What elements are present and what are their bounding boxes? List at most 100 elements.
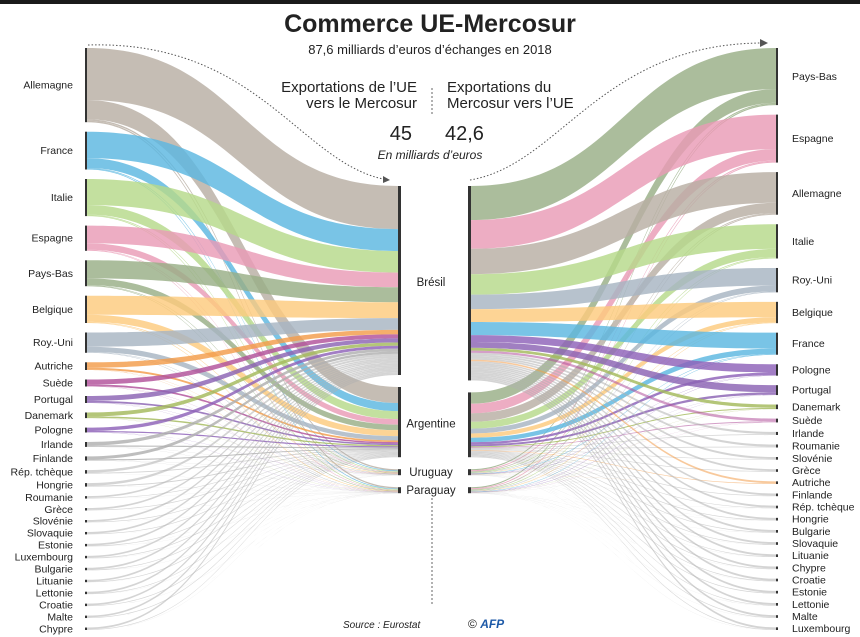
mc-node-lituanie [776, 554, 778, 558]
eu-flow-luxembourg-uruguay [87, 474, 398, 559]
eu-flow-allemagne-bresil [87, 48, 398, 230]
mc-node-finlande [776, 493, 778, 497]
mc-label-france: France [792, 338, 825, 350]
eu-flow-irlande-bresil [87, 348, 398, 446]
mc-flow-slovaquie-argentine [471, 452, 776, 545]
eu-label-irlande: Irlande [41, 439, 73, 451]
mc-node-grece [776, 469, 778, 472]
mc-node-slovaquie [776, 542, 778, 545]
mercosur-label-bresil: Brésil [417, 277, 446, 289]
mc-flow-allemagne-bresil [471, 172, 776, 275]
mc-flow-estonie-argentine [471, 455, 776, 594]
eu-label-portugal: Portugal [34, 394, 73, 406]
mc-flow-croatie-bresil [471, 372, 776, 581]
mercosur-exports-heading-line2: Mercosur vers l’UE [447, 95, 574, 112]
unit-label: En milliards d’euros [377, 148, 483, 162]
eu-label-suede: Suède [43, 378, 74, 390]
mc-flow-luxembourg-uruguay [471, 475, 776, 630]
eu-label-pologne: Pologne [34, 425, 73, 437]
eu-node-slovenie [85, 520, 87, 523]
eu-flow-estonie-uruguay [87, 474, 398, 547]
eu-flow-pologne-paraguay [87, 432, 398, 493]
mc-flow-finlande-uruguay [471, 474, 776, 497]
eu-flow-slovenie-bresil [87, 360, 398, 522]
mc-label-malte: Malte [792, 611, 818, 623]
mercosur-node-right-argentine [468, 392, 471, 458]
eu-flow-slovenie-paraguay [87, 492, 398, 523]
eu-flow-portugal-argentine [87, 400, 398, 446]
eu-flow-malte-uruguay [87, 475, 398, 619]
mc-flow-france-paraguay [471, 354, 776, 492]
eu-flow-lettonie-uruguay [87, 475, 398, 595]
mc-node-espagne [776, 114, 778, 163]
mc-label-espagne: Espagne [792, 133, 834, 145]
mc-flow-pologne-bresil [471, 335, 776, 373]
mc-flow-bulgarie-paraguay [471, 492, 776, 533]
eu-label-slovenie: Slovénie [33, 516, 73, 528]
eu-node-rep-tcheque [85, 470, 87, 474]
eu-flow-pays-bas-argentine [87, 278, 398, 431]
eu-flow-roy-uni-bresil [87, 318, 398, 347]
eu-label-allemagne: Allemagne [23, 80, 73, 92]
eu-flow-bulgarie-paraguay [87, 492, 398, 571]
chart-subtitle: 87,6 milliards d’euros d’échanges en 201… [308, 42, 552, 57]
eu-flow-portugal-bresil [87, 338, 398, 401]
eu-label-croatie: Croatie [39, 599, 73, 611]
mc-label-portugal: Portugal [792, 385, 831, 397]
mc-label-suede: Suède [792, 415, 823, 427]
eu-flow-luxembourg-bresil [87, 365, 398, 558]
eu-flow-pologne-uruguay [87, 432, 398, 475]
mc-label-roy-uni: Roy.-Uni [792, 275, 832, 287]
eu-label-italie: Italie [51, 192, 73, 204]
eu-flow-malte-bresil [87, 372, 398, 618]
chart-title: Commerce UE-Mercosur [284, 10, 576, 38]
eu-flow-hongrie-bresil [87, 355, 398, 486]
mc-label-pologne: Pologne [792, 364, 831, 376]
mc-node-chypre [776, 566, 778, 570]
eu-flow-estonie-bresil [87, 363, 398, 546]
mc-flow-portugal-paraguay [471, 394, 776, 493]
eu-flow-lituanie-bresil [87, 367, 398, 582]
eu-node-pays-bas [85, 260, 87, 287]
eu-label-estonie: Estonie [38, 540, 73, 552]
mc-flow-croatie-argentine [471, 454, 776, 582]
eu-node-irlande [85, 442, 87, 447]
eu-flow-belgique-argentine [87, 314, 398, 437]
eu-node-luxembourg [85, 555, 87, 559]
mc-node-estonie [776, 590, 778, 594]
eu-label-danemark: Danemark [25, 410, 74, 422]
eu-flow-autriche-uruguay [87, 369, 398, 474]
mc-flow-grece-paraguay [471, 471, 776, 493]
eu-flow-bulgarie-argentine [87, 454, 398, 571]
mc-label-belgique: Belgique [792, 307, 833, 319]
mc-node-portugal [776, 385, 778, 396]
eu-flow-autriche-bresil [87, 329, 398, 368]
eu-flow-finlande-bresil [87, 351, 398, 460]
mc-label-pays-bas: Pays-Bas [792, 71, 837, 83]
mc-flow-espagne-bresil [471, 114, 776, 249]
mc-node-pays-bas [776, 48, 778, 106]
mc-flow-hongrie-argentine [471, 451, 776, 521]
eu-node-roy-uni [85, 332, 87, 353]
eu-label-slovaquie: Slovaquie [27, 528, 73, 540]
mc-node-belgique [776, 301, 778, 324]
mc-flow-luxembourg-argentine [471, 456, 776, 630]
eu-flow-roumanie-paraguay [87, 492, 398, 499]
eu-node-roumanie [85, 496, 87, 499]
eu-label-bulgarie: Bulgarie [34, 564, 73, 576]
mc-node-malte [776, 615, 778, 618]
mc-node-danemark [776, 404, 778, 410]
eu-node-lettonie [85, 591, 87, 595]
eu-label-espagne: Espagne [32, 233, 74, 245]
eu-node-croatie [85, 603, 87, 607]
eu-flow-belgique-bresil [87, 295, 398, 319]
eu-flow-france-bresil [87, 131, 398, 252]
eu-flow-slovaquie-paraguay [87, 492, 398, 535]
eu-flows [87, 48, 398, 630]
mercosur-node-left-argentine [398, 387, 401, 458]
eu-flow-pays-bas-bresil [87, 260, 398, 303]
mc-flow-luxembourg-paraguay [471, 493, 776, 630]
mc-flow-irlande-paraguay [471, 434, 776, 493]
eu-flow-slovenie-argentine [87, 451, 398, 523]
